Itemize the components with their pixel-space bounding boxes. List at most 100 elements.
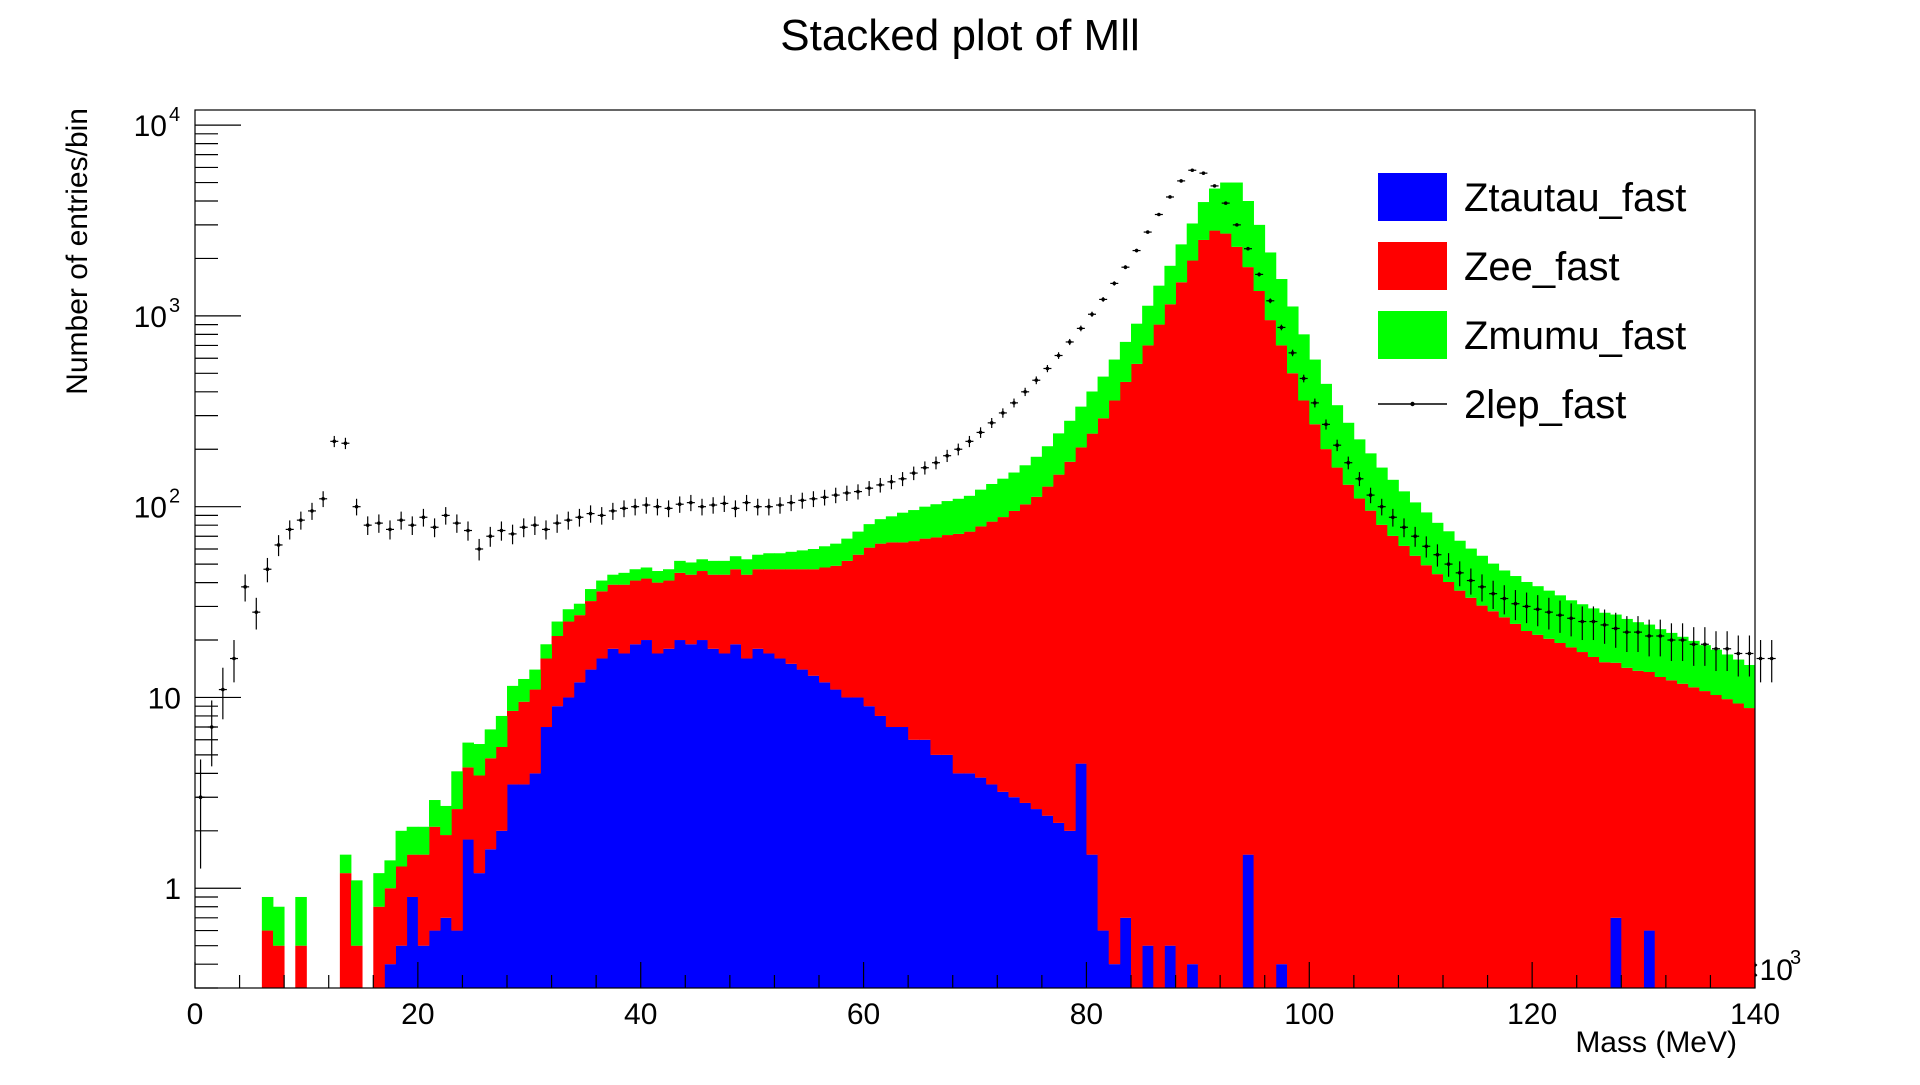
- bar-Zee_fast: [1621, 667, 1633, 988]
- bar-Zmumu_fast: [852, 531, 864, 555]
- bar-Ztautau_fast: [573, 682, 586, 988]
- data-point: [675, 496, 684, 513]
- bar-Zee_fast: [1632, 670, 1644, 988]
- point-marker: [677, 502, 682, 507]
- point-marker: [911, 471, 916, 475]
- x-tick-label: 60: [847, 998, 880, 1031]
- data-point: [1723, 631, 1732, 672]
- bar-Ztautau_fast: [518, 784, 530, 988]
- bar-Zmumu_fast: [473, 744, 486, 776]
- point-marker: [1625, 630, 1629, 634]
- bar-Zmumu_fast: [796, 550, 809, 570]
- bar-Zmumu_fast: [774, 553, 786, 570]
- point-marker: [1691, 642, 1696, 647]
- bar-Zmumu_fast: [518, 678, 530, 702]
- y-tick-label: 10 2: [134, 486, 181, 525]
- y-tick-base: 1: [164, 873, 181, 906]
- bar-Zmumu_fast: [919, 506, 931, 539]
- x-axis-label: Mass (MeV): [1575, 1026, 1737, 1059]
- bar-Zmumu_fast: [1331, 405, 1344, 468]
- bar-Zmumu_fast: [618, 572, 630, 585]
- point-marker: [1446, 562, 1451, 566]
- x-tick-label: 0: [187, 998, 204, 1031]
- point-marker: [1602, 623, 1607, 627]
- bar-Zee_fast: [952, 533, 965, 774]
- bar-Zee_fast: [295, 945, 307, 988]
- data-points: [196, 168, 1776, 869]
- data-point: [497, 521, 506, 541]
- data-point: [1065, 338, 1074, 346]
- bar-Zmumu_fast: [1275, 279, 1288, 346]
- bar-Ztautau_fast: [841, 697, 853, 988]
- y-tick-base: 10: [134, 492, 167, 525]
- data-point: [308, 502, 316, 520]
- data-point: [575, 508, 584, 527]
- bar-Zee_fast: [540, 658, 552, 728]
- bar-Ztautau_fast: [1275, 964, 1288, 988]
- bar-Zee_fast: [640, 578, 653, 641]
- bar-Zmumu_fast: [830, 543, 842, 566]
- legend-swatch: [1378, 311, 1447, 359]
- bar-Zee_fast: [718, 574, 731, 654]
- data-point: [1433, 544, 1442, 567]
- data-point: [1110, 281, 1119, 286]
- point-marker: [321, 496, 325, 501]
- data-point: [1422, 536, 1431, 558]
- data-point: [441, 507, 450, 525]
- point-marker: [1190, 168, 1195, 173]
- bar-Zee_fast: [351, 945, 363, 988]
- point-marker: [310, 509, 314, 513]
- bar-Zmumu_fast: [629, 569, 642, 581]
- bar-Ztautau_fast: [963, 773, 976, 988]
- bar-Zee_fast: [963, 531, 976, 774]
- bar-Zee_fast: [1342, 484, 1355, 988]
- data-point: [1333, 439, 1342, 452]
- bar-Zee_fast: [674, 572, 686, 641]
- bar-Ztautau_fast: [640, 640, 653, 988]
- bar-Zmumu_fast: [1264, 252, 1277, 321]
- data-point: [653, 498, 662, 516]
- bar-Zmumu_fast: [373, 873, 385, 907]
- data-point: [1199, 171, 1208, 175]
- data-point: [1166, 195, 1174, 199]
- bar-Zee_fast: [975, 526, 987, 778]
- bar-Zmumu_fast: [718, 560, 731, 575]
- bar-Zee_fast: [1532, 634, 1544, 988]
- data-point: [230, 640, 238, 683]
- point-marker: [254, 610, 259, 614]
- bar-Ztautau_fast: [529, 773, 541, 988]
- bar-Zmumu_fast: [640, 567, 653, 579]
- bar-Ztautau_fast: [1164, 945, 1176, 988]
- bar-Zee_fast: [1153, 324, 1165, 989]
- bar-Ztautau_fast: [897, 727, 909, 988]
- point-marker: [889, 480, 894, 484]
- point-marker: [1101, 297, 1105, 302]
- bar-Zee_fast: [1309, 424, 1321, 988]
- legend: Ztautau_fast Zee_fast Zmumu_fast 2lep_fast: [1378, 173, 1686, 427]
- data-point: [809, 491, 818, 508]
- bar-Zmumu_fast: [1743, 664, 1756, 709]
- point-marker: [1313, 401, 1317, 405]
- bar-Zee_fast: [696, 571, 708, 641]
- data-point: [998, 408, 1007, 418]
- data-point: [1032, 376, 1041, 385]
- bar-Zmumu_fast: [607, 574, 619, 585]
- bar-Zmumu_fast: [1008, 472, 1020, 511]
- y-tick-base: 10: [148, 682, 181, 715]
- data-point: [1556, 600, 1564, 633]
- bar-Ztautau_fast: [1008, 797, 1020, 988]
- bar-Zmumu_fast: [1209, 188, 1221, 231]
- bar-Zee_fast: [885, 542, 898, 728]
- bar-Zee_fast: [1554, 642, 1566, 988]
- data-point: [1645, 619, 1654, 657]
- point-marker: [1703, 642, 1707, 647]
- bar-Ztautau_fast: [585, 669, 597, 988]
- bar-Zmumu_fast: [897, 512, 909, 543]
- bar-Ztautau_fast: [607, 648, 619, 988]
- bar-Ztautau_fast: [729, 644, 742, 988]
- bar-Ztautau_fast: [807, 675, 820, 988]
- point-marker: [410, 523, 415, 527]
- bar-Zee_fast: [1353, 498, 1366, 988]
- bar-Zee_fast: [651, 582, 664, 654]
